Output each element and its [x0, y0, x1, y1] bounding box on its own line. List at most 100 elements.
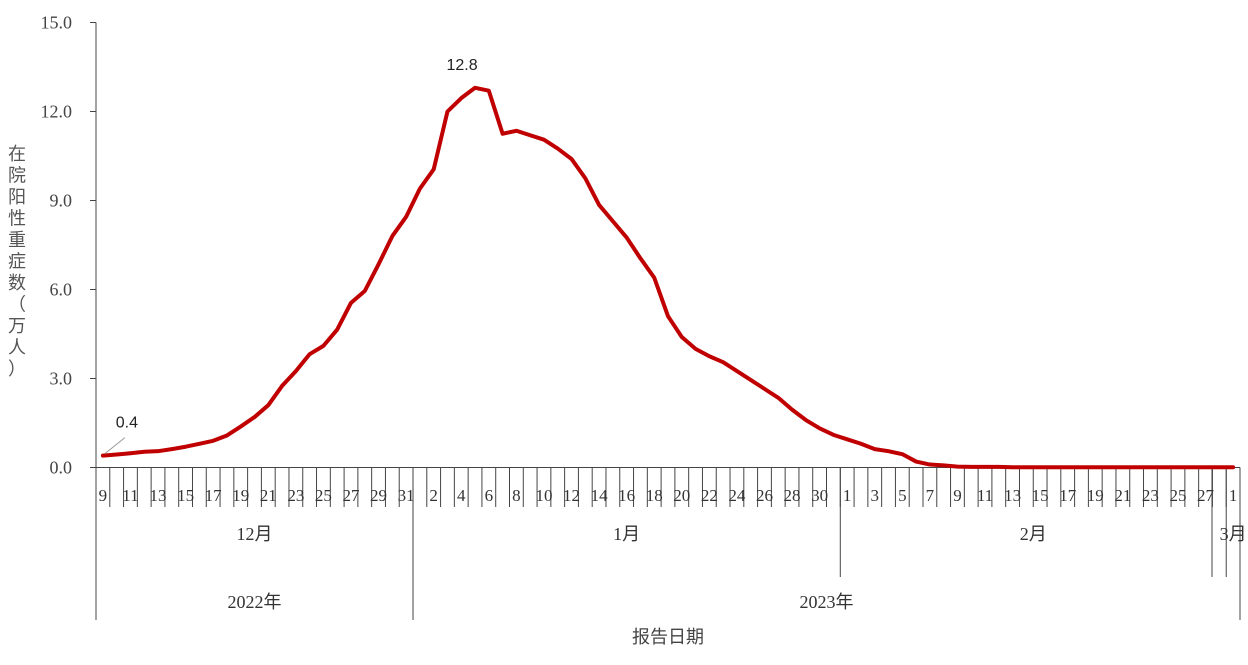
data-point — [321, 344, 325, 348]
month-label: 1月 — [613, 524, 640, 544]
year-labels: 2022年 2023年 — [228, 592, 854, 612]
x-tick-label: 3 — [870, 486, 879, 505]
data-point — [294, 369, 298, 373]
data-point — [542, 138, 546, 142]
x-tick-label: 9 — [99, 486, 108, 505]
x-tick-label: 17 — [205, 486, 223, 505]
data-point — [928, 463, 932, 467]
data-point — [142, 450, 146, 454]
month-label: 3月 — [1220, 524, 1247, 544]
x-tick-label: 29 — [370, 486, 387, 505]
data-point — [253, 415, 257, 419]
x-tick-label: 25 — [1169, 486, 1186, 505]
month-label: 2月 — [1020, 524, 1047, 544]
y-tick-label: 15.0 — [41, 13, 73, 33]
x-tick-labels: 9 11 13 15 17 19 21 23 25 27 29 31 2 4 6 8 10 12 14 16 18 20 2… — [99, 486, 1238, 505]
x-tick-label: 22 — [701, 486, 718, 505]
x-axis-title: 报告日期 — [632, 627, 704, 648]
x-tick-label: 15 — [1032, 486, 1049, 505]
y-tick-label: 9.0 — [50, 191, 73, 211]
data-point — [597, 203, 601, 207]
data-point — [914, 460, 918, 464]
data-point — [735, 369, 739, 373]
data-point — [445, 110, 449, 113]
data-point — [1079, 465, 1083, 469]
data-point — [170, 447, 174, 451]
x-tick-label: 23 — [287, 486, 304, 505]
data-point — [997, 465, 1001, 469]
data-point — [115, 452, 119, 456]
x-tick-label: 11 — [977, 486, 993, 505]
y-tick-labels: 0.0 3.0 6.0 9.0 12.0 15.0 — [41, 13, 73, 478]
data-point — [335, 328, 339, 332]
x-tick-label: 13 — [1004, 486, 1021, 505]
x-tick-label: 15 — [177, 486, 194, 505]
data-point — [749, 378, 753, 382]
data-point — [818, 426, 822, 430]
data-point — [390, 234, 394, 238]
x-tick-label: 28 — [784, 486, 801, 505]
data-point — [845, 437, 849, 441]
data-point — [349, 301, 353, 305]
series-layer — [100, 85, 1236, 470]
data-point — [514, 129, 518, 133]
x-tick-label: 19 — [232, 486, 249, 505]
data-point — [983, 465, 987, 469]
data-point — [377, 262, 381, 266]
x-tick-label: 8 — [512, 486, 521, 505]
x-tick-label: 7 — [926, 486, 935, 505]
data-point — [666, 314, 670, 318]
x-tick-label: 12 — [563, 486, 580, 505]
data-point — [969, 465, 973, 469]
data-point — [432, 167, 436, 171]
data-point — [790, 408, 794, 412]
data-point — [1176, 465, 1180, 469]
y-tick-label: 6.0 — [50, 280, 73, 300]
data-point — [225, 433, 229, 437]
data-point — [1052, 465, 1056, 469]
x-tick-label: 20 — [673, 486, 690, 505]
data-point — [211, 439, 215, 443]
y-tick-label: 3.0 — [50, 369, 73, 389]
data-point — [955, 465, 959, 469]
x-tick-label: 25 — [315, 486, 332, 505]
data-point — [1093, 465, 1097, 469]
data-point — [776, 396, 780, 400]
x-tick-label: 17 — [1059, 486, 1077, 505]
data-point — [1148, 465, 1152, 469]
data-point — [128, 451, 132, 455]
x-tick-label: 30 — [811, 486, 828, 505]
data-point — [762, 387, 766, 391]
x-tick-label: 21 — [1114, 486, 1131, 505]
month-label: 12月 — [237, 524, 273, 544]
data-point — [652, 276, 656, 280]
data-point — [900, 452, 904, 456]
data-point — [1204, 465, 1208, 469]
data-point — [308, 352, 312, 356]
x-tick-label: 24 — [728, 486, 746, 505]
y-axis-title: 在院阳性重症数（万人） — [8, 144, 26, 380]
data-point — [1121, 465, 1125, 469]
data-point — [487, 89, 491, 93]
x-tick-label: 6 — [485, 486, 494, 505]
data-point — [831, 433, 835, 437]
data-point — [570, 157, 574, 161]
month-labels: 12月 1月 2月 3月 — [237, 524, 1247, 544]
series-line — [100, 85, 1236, 470]
start-label: 0.4 — [116, 415, 138, 432]
x-tick-label: 2 — [429, 486, 438, 505]
year-label: 2022年 — [228, 592, 282, 612]
data-point — [239, 425, 243, 429]
data-point — [942, 463, 946, 467]
data-point — [1066, 465, 1070, 469]
data-point — [873, 447, 877, 451]
data-point — [1038, 465, 1042, 469]
x-tick-label: 9 — [953, 486, 962, 505]
data-point — [625, 236, 629, 240]
peak-label: 12.8 — [446, 57, 477, 74]
x-tick-label: 26 — [756, 486, 773, 505]
x-tick-label: 27 — [1197, 486, 1215, 505]
data-point — [280, 384, 284, 388]
y-tick-label: 0.0 — [50, 458, 73, 478]
data-point — [1024, 465, 1028, 469]
